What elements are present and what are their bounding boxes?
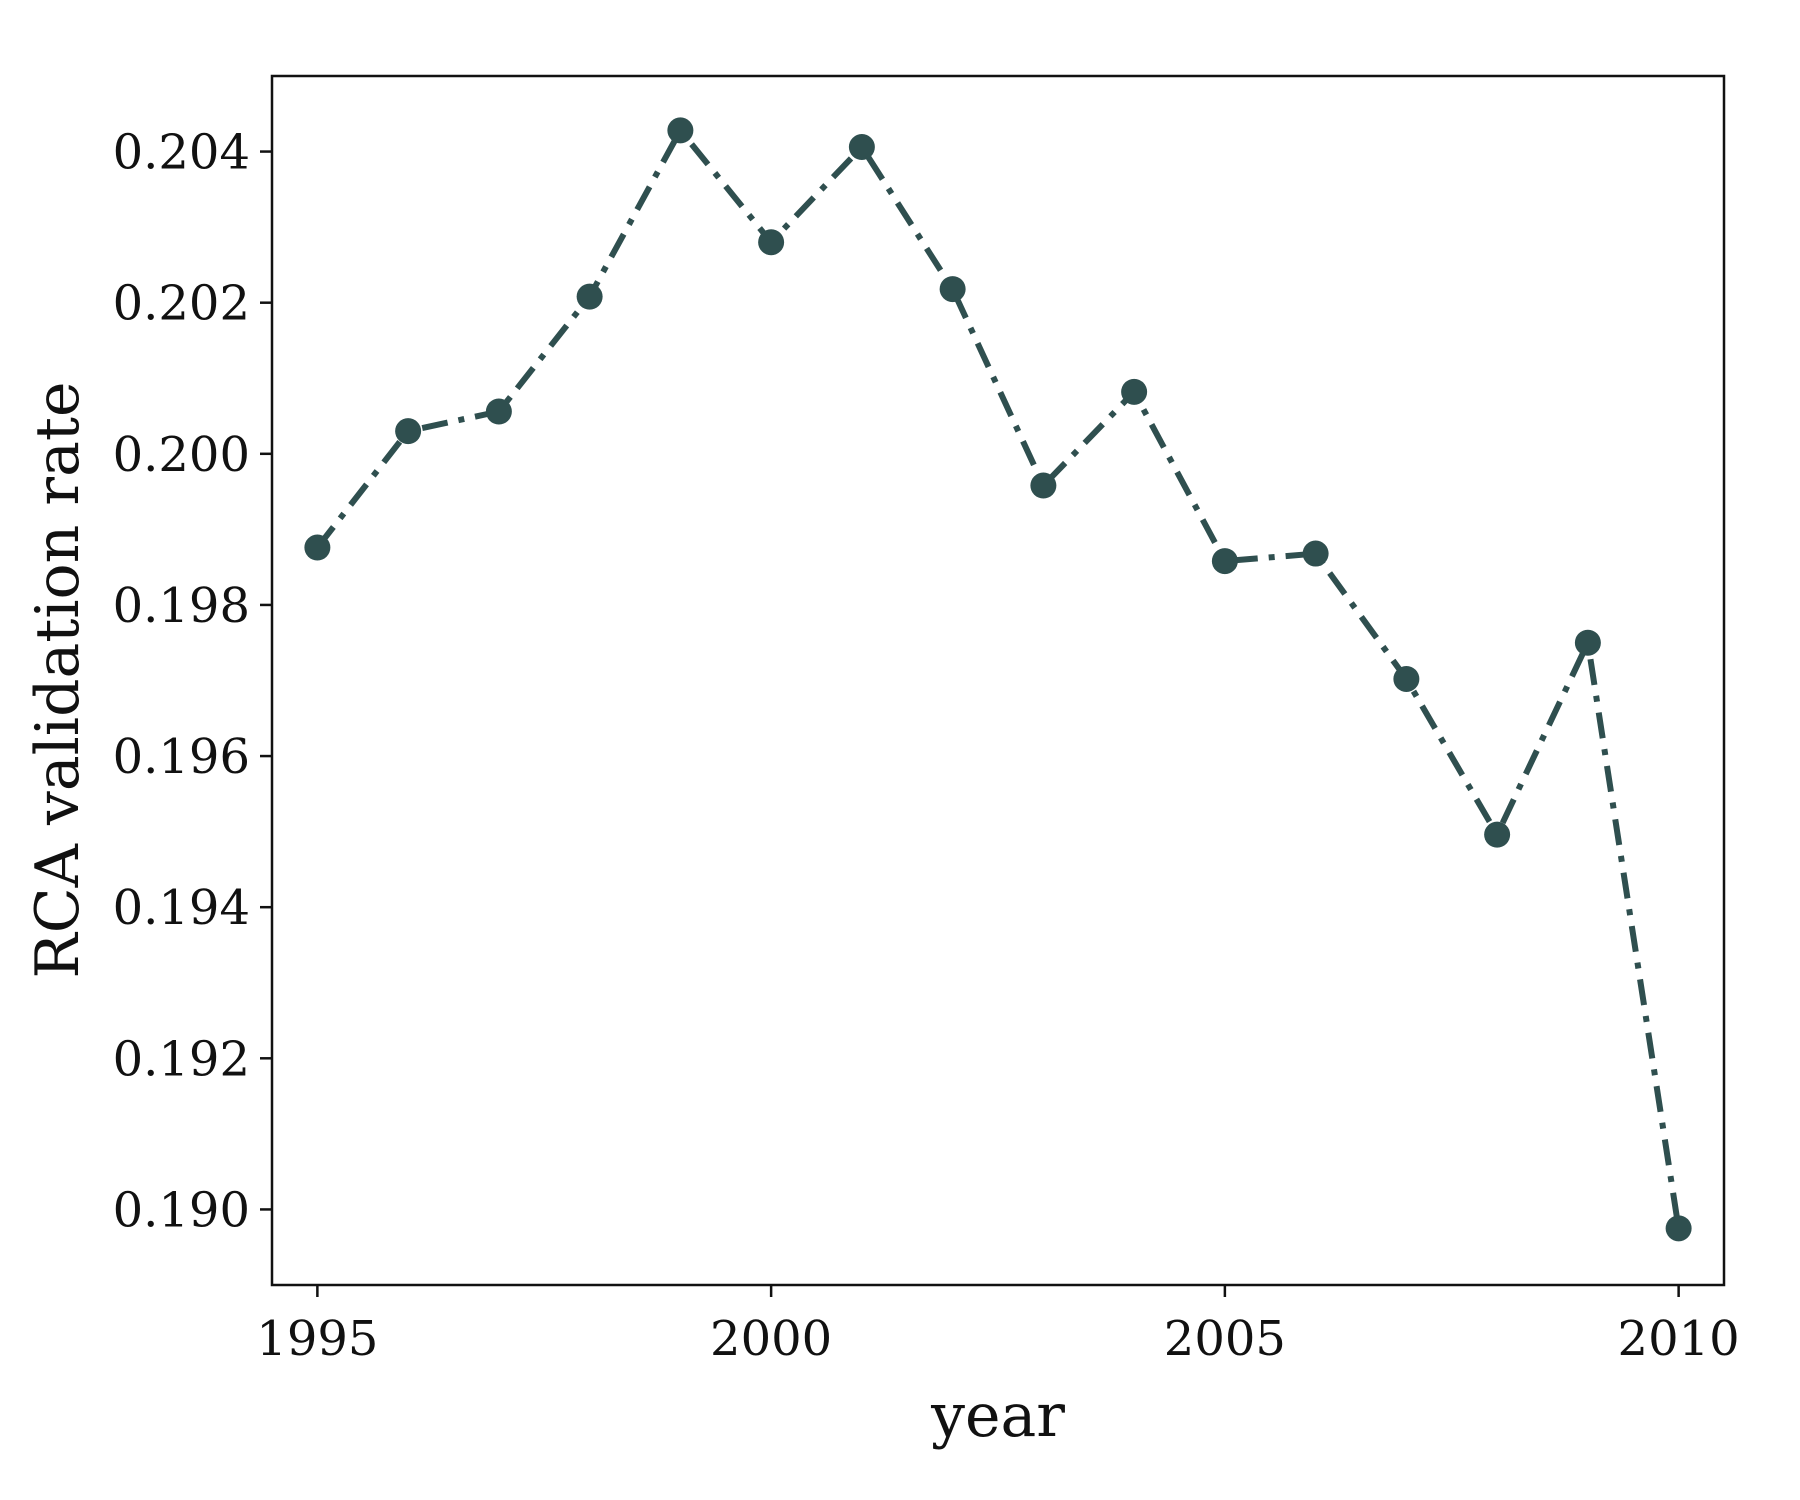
x-tick-label: 2000 — [710, 1311, 832, 1367]
x-axis-title: year — [930, 1381, 1065, 1451]
y-tick-label: 0.190 — [113, 1182, 250, 1238]
data-point — [848, 134, 875, 161]
y-tick-label: 0.194 — [113, 880, 250, 936]
data-point — [1030, 472, 1057, 499]
data-point — [485, 398, 512, 425]
y-tick-label: 0.202 — [113, 276, 250, 332]
data-point — [667, 117, 694, 144]
y-axis-title: RCA validation rate — [23, 382, 93, 979]
data-point — [1484, 821, 1511, 848]
x-axis: 1995 2000 2005 2010 — [256, 1285, 1740, 1367]
data-point — [395, 418, 422, 445]
plot-frame — [270, 74, 1726, 1287]
series-line — [315, 127, 1682, 1229]
y-tick-label: 0.204 — [113, 125, 250, 181]
data-point — [758, 229, 785, 256]
y-tick-label: 0.196 — [113, 729, 250, 785]
data-point — [1665, 1215, 1692, 1242]
data-point — [939, 276, 966, 303]
data-point — [576, 283, 603, 310]
data-point — [1121, 378, 1148, 405]
data-point — [304, 534, 331, 561]
x-tick-label: 1995 — [256, 1311, 378, 1367]
y-tick-label: 0.200 — [113, 427, 250, 483]
data-point — [1211, 548, 1238, 575]
y-tick-label: 0.198 — [113, 578, 250, 634]
data-point — [1302, 540, 1329, 567]
data-point — [1393, 665, 1420, 692]
y-axis: 0.190 0.192 0.194 0.196 0.198 0.200 0.202 0.204 — [113, 125, 272, 1238]
y-tick-label: 0.192 — [113, 1031, 250, 1087]
data-point — [1574, 629, 1601, 656]
series-layer — [304, 117, 1692, 1242]
x-tick-label: 2010 — [1618, 1311, 1740, 1367]
x-tick-label: 2005 — [1164, 1311, 1286, 1367]
